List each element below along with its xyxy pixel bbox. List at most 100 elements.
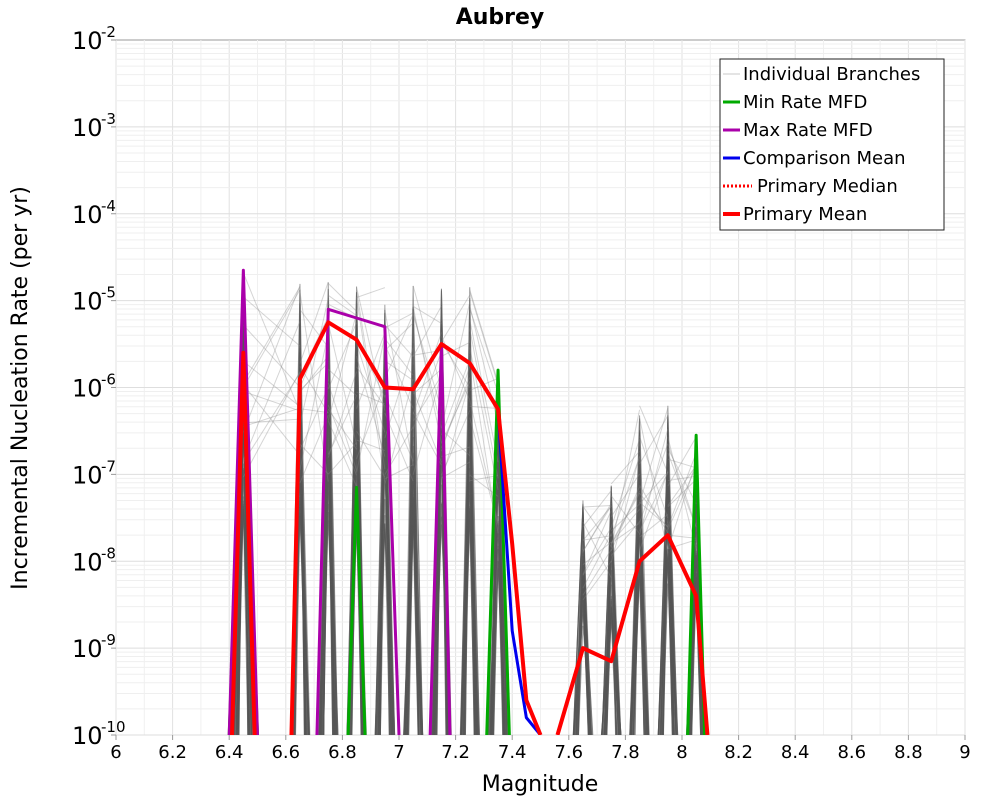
legend-label: Individual Branches	[743, 64, 920, 85]
branch-line	[610, 522, 640, 544]
branch-line	[356, 287, 386, 298]
branch-line	[667, 453, 697, 528]
branch-line	[242, 324, 301, 388]
x-tick-label: 7.6	[554, 742, 583, 763]
branch-line	[582, 533, 612, 589]
branch-line	[469, 328, 499, 479]
branch-line	[639, 443, 669, 523]
branch-line	[610, 492, 640, 545]
branch-line	[242, 272, 301, 412]
branch-line	[667, 475, 697, 482]
branch-line	[440, 366, 471, 452]
branch-line	[319, 454, 339, 735]
series-max-rate-mfd	[227, 268, 259, 735]
branch-line	[610, 438, 641, 528]
branch-line	[327, 368, 357, 397]
branch-line	[412, 305, 442, 357]
branch-line	[243, 418, 300, 424]
branch-line	[412, 305, 442, 324]
branch-line	[242, 321, 301, 461]
branch-line	[667, 443, 697, 527]
branch-line	[412, 375, 442, 422]
branch-line	[356, 297, 386, 483]
branch-line	[299, 281, 329, 364]
branch-line	[639, 428, 669, 536]
branch-line	[327, 294, 357, 316]
branch-line	[582, 535, 612, 541]
branch-line	[299, 362, 329, 391]
branch-line	[582, 560, 612, 601]
branch-line	[406, 372, 420, 735]
x-tick-label: 8	[676, 742, 687, 763]
branch-line	[610, 473, 640, 517]
branch-line	[356, 366, 386, 407]
branch-line	[384, 360, 414, 381]
branch-line	[243, 296, 301, 347]
branch-line	[582, 506, 612, 548]
y-tick-exponent: -8	[101, 544, 116, 562]
branch-line	[601, 526, 621, 735]
branch-line	[412, 351, 442, 430]
branch-line	[299, 387, 329, 451]
branch-line	[412, 314, 442, 410]
branch-line	[327, 395, 358, 455]
branch-line	[639, 492, 669, 528]
branch-line	[412, 373, 442, 475]
y-tick-label: 10	[72, 461, 103, 489]
branch-line	[242, 289, 301, 388]
x-tick-label: 6.6	[271, 742, 300, 763]
branch-line	[441, 446, 470, 458]
branch-line	[582, 541, 612, 566]
x-tick-label: 6.8	[328, 742, 357, 763]
x-tick-label: 7.4	[498, 742, 527, 763]
series-primary-mean	[230, 350, 257, 735]
branch-line	[356, 332, 386, 409]
branch-line	[327, 408, 357, 450]
series-min-rate-mfd	[485, 368, 511, 735]
x-tick-label: 8.2	[724, 742, 753, 763]
branch-line	[299, 298, 329, 425]
branch-line	[667, 452, 697, 528]
branch-line	[610, 409, 641, 549]
branch-line	[639, 471, 669, 551]
branch-line	[242, 372, 301, 463]
branch-line	[639, 417, 669, 554]
branch-line	[639, 436, 669, 519]
branch-line	[639, 472, 669, 532]
branch-line	[639, 485, 669, 534]
branch-line	[384, 322, 414, 351]
x-tick-label: 7	[393, 742, 404, 763]
branch-line	[412, 285, 442, 390]
branch-line	[384, 344, 414, 409]
legend-label: Comparison Mean	[743, 148, 906, 169]
branch-line	[582, 505, 612, 541]
branch-line	[469, 405, 499, 410]
branch-line	[582, 504, 612, 508]
y-tick-label: 10	[72, 114, 103, 142]
legend-label: Max Rate MFD	[743, 120, 873, 141]
branch-line	[582, 503, 612, 553]
legend: Individual Branches Min Rate MFD Max Rate …	[719, 58, 945, 231]
branch-line	[243, 391, 301, 412]
branch-line	[667, 465, 697, 506]
branch-line	[327, 371, 358, 458]
branch-line	[574, 605, 590, 735]
branch-line	[639, 514, 669, 538]
branch-line	[610, 521, 640, 556]
branch-line	[440, 302, 471, 429]
x-tick-label: 9	[959, 742, 970, 763]
y-tick-label: 10	[72, 635, 103, 663]
branch-line	[441, 294, 471, 343]
y-tick-exponent: -2	[101, 23, 116, 41]
branch-line	[356, 356, 386, 457]
branch-line	[299, 408, 329, 414]
branch-line	[667, 458, 697, 469]
y-tick-exponent: -4	[101, 197, 116, 215]
branch-line	[610, 508, 640, 544]
branch-line	[327, 322, 358, 390]
branch-line	[440, 377, 471, 449]
branch-line	[384, 338, 414, 376]
y-tick-exponent: -7	[101, 457, 116, 475]
branch-line	[629, 415, 650, 735]
